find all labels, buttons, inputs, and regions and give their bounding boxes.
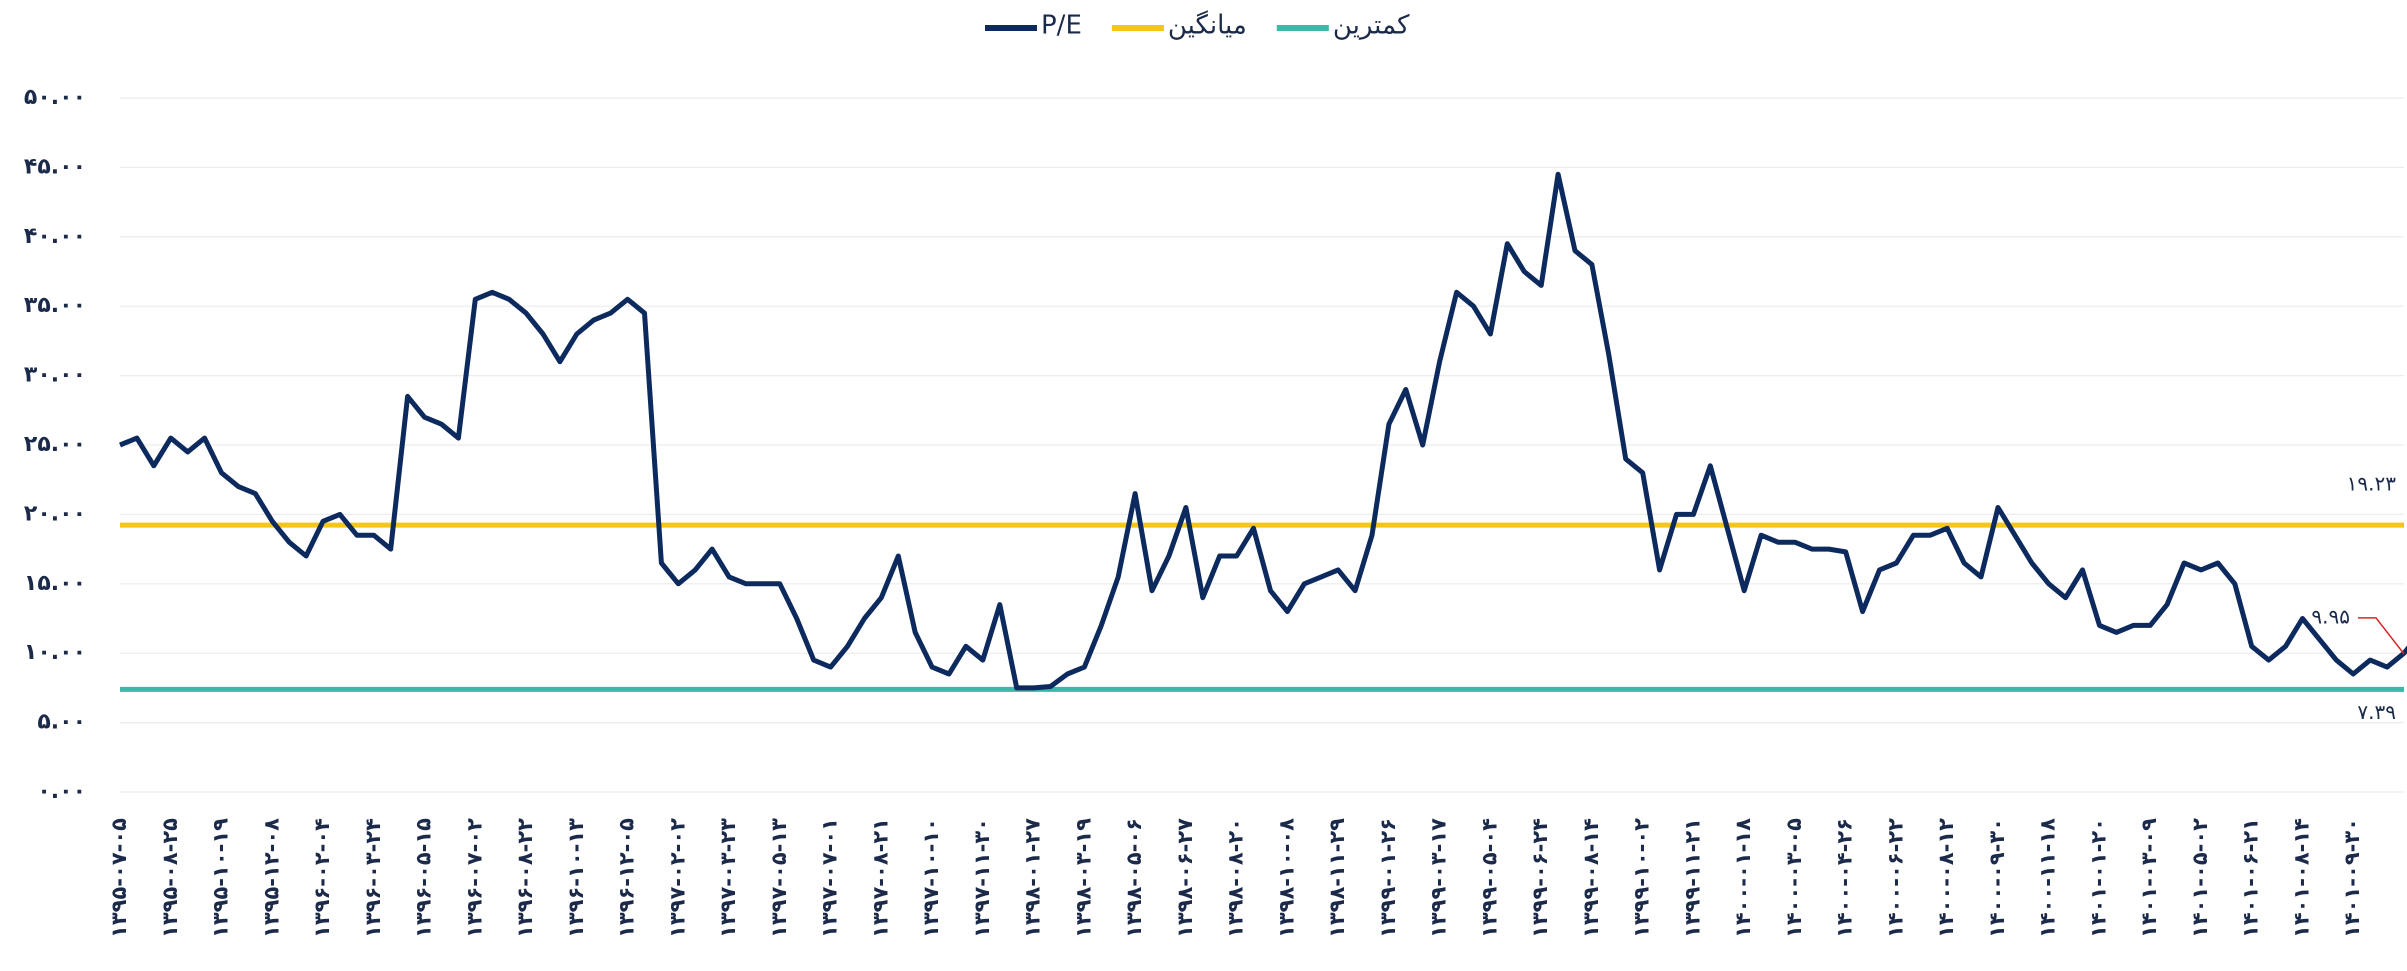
- grid: [120, 97, 2404, 793]
- series-line: [119, 171, 2407, 691]
- x-tick-label: ۱۳۹۷-۰۳-۲۳: [716, 818, 740, 938]
- x-tick-label: ۱۳۹۹-۰۳-۱۷: [1427, 818, 1451, 938]
- x-tick-label: ۱۳۹۶-۰۲-۰۴: [310, 818, 334, 938]
- x-tick-label: ۱۴۰۰-۰۹-۳۰: [1985, 818, 2009, 938]
- x-tick-label: ۱۴۰۱-۰۵-۰۲: [2188, 818, 2212, 938]
- y-tick-label: ۱۰.۰۰: [24, 640, 86, 665]
- x-tick-label: ۱۳۹۵-۱۲-۰۸: [259, 818, 283, 938]
- lines: [119, 171, 2407, 691]
- x-tick-label: ۱۳۹۷-۰۷-۰۱: [818, 818, 842, 938]
- x-tick-label: ۱۳۹۶-۰۵-۱۵: [412, 818, 436, 938]
- y-tick-label: ۰.۰۰: [37, 779, 86, 804]
- x-tick-label: ۱۳۹۹-۱۰-۰۲: [1630, 818, 1654, 938]
- legend-label: P/E: [1041, 11, 1082, 41]
- x-tick-label: ۱۳۹۷-۱۰-۱۰: [919, 818, 943, 938]
- labels: ۰.۰۰ ۵.۰۰ ۱۰.۰۰ ۱۵.۰۰ ۲۰.۰۰ ۲۵.۰۰ ۳۰.۰۰ ۳۵.۰۰ ۴۰…: [24, 85, 2405, 938]
- x-tick-label: ۱۳۹۸-۰۸-۲۰: [1224, 818, 1248, 938]
- x-tick-label: ۱۴۰۰-۱۱-۱۸: [2036, 818, 2060, 938]
- x-tick-label: ۱۳۹۹-۰۸-۱۴: [1579, 818, 1603, 938]
- x-tick-label: ۱۴۰۰-۰۳-۰۵: [1782, 818, 1806, 938]
- y-tick-label: ۵۰.۰۰: [24, 85, 86, 110]
- x-tick-label: ۱۴۰۱-۰۸-۱۴: [2289, 818, 2313, 938]
- reference-label: ۱۹.۲۳: [2347, 472, 2397, 496]
- x-tick-label: ۱۳۹۶-۰۷-۰۲: [462, 818, 486, 938]
- x-tick-label: ۱۳۹۹-۰۶-۲۴: [1528, 818, 1552, 938]
- x-tick-label: ۱۳۹۵-۰۷-۰۵: [107, 818, 131, 938]
- legend-label: میانگین: [1168, 10, 1247, 41]
- last-value-leader: [2358, 617, 2405, 655]
- y-tick-label: ۲۰.۰۰: [24, 501, 86, 526]
- x-tick-label: ۱۳۹۸-۱۱-۲۹: [1325, 818, 1349, 938]
- x-tick-label: ۱۳۹۸-۱۰-۰۸: [1274, 818, 1298, 938]
- y-tick-label: ۵.۰۰: [37, 710, 86, 735]
- x-tick-label: ۱۳۹۹-۰۱-۲۶: [1376, 818, 1400, 938]
- last-value-label: ۹.۹۵: [2311, 604, 2350, 628]
- x-tick-label: ۱۳۹۵-۱۰-۱۹: [209, 818, 233, 938]
- y-tick-label: ۴۵.۰۰: [24, 154, 86, 179]
- x-tick-label: ۱۴۰۰-۰۴-۲۶: [1833, 818, 1857, 938]
- reference-lines: [120, 522, 2404, 692]
- x-tick-label: ۱۳۹۸-۰۳-۱۹: [1071, 818, 1095, 938]
- x-tick-label: ۱۳۹۶-۰۳-۲۴: [361, 818, 385, 938]
- y-tick-label: ۲۵.۰۰: [24, 432, 86, 457]
- x-tick-label: ۱۳۹۵-۰۸-۲۵: [158, 818, 182, 938]
- x-tick-label: ۱۳۹۹-۱۱-۲۱: [1680, 818, 1704, 938]
- x-tick-label: ۱۴۰۱-۰۳-۰۹: [2137, 818, 2161, 938]
- x-tick-label: ۱۴۰۱-۰۱-۲۰: [2086, 818, 2110, 938]
- legend-label: کمترین: [1333, 11, 1410, 41]
- x-tick-label: ۱۴۰۰-۰۶-۲۲: [1883, 818, 1907, 938]
- x-tick-label: ۱۴۰۱-۰۹-۳۰: [2340, 818, 2364, 938]
- y-tick-label: ۴۰.۰۰: [24, 224, 86, 249]
- y-tick-label: ۱۵.۰۰: [24, 571, 86, 596]
- x-tick-label: ۱۳۹۶-۱۲-۰۵: [615, 818, 639, 938]
- x-tick-label: ۱۳۹۷-۰۲-۰۲: [665, 818, 689, 938]
- x-tick-label: ۱۳۹۸-۰۵-۰۶: [1122, 818, 1146, 938]
- x-tick-label: ۱۳۹۹-۰۵-۰۴: [1477, 818, 1501, 938]
- x-tick-label: ۱۳۹۶-۰۸-۲۲: [513, 818, 537, 938]
- x-tick-label: ۱۴۰۰-۰۱-۱۸: [1731, 818, 1755, 938]
- x-tick-label: ۱۳۹۷-۰۵-۱۳: [767, 818, 791, 938]
- legend: P/E میانگین کمترین: [985, 10, 1410, 41]
- x-tick-label: ۱۳۹۷-۱۱-۳۰: [970, 818, 994, 938]
- y-tick-label: ۳۰.۰۰: [24, 363, 86, 388]
- reference-label: ۷.۳۹: [2357, 700, 2396, 724]
- x-tick-label: ۱۳۹۸-۰۱-۲۷: [1021, 818, 1045, 938]
- y-tick-label: ۳۵.۰۰: [24, 293, 86, 318]
- x-tick-label: ۱۴۰۰-۰۸-۱۲: [1934, 818, 1958, 938]
- x-tick-label: ۱۳۹۶-۱۰-۱۳: [564, 818, 588, 938]
- x-tick-label: ۱۳۹۷-۰۸-۲۱: [868, 818, 892, 938]
- x-tick-label: ۱۳۹۸-۰۶-۲۷: [1173, 818, 1197, 938]
- x-tick-label: ۱۴۰۱-۰۶-۲۱: [2239, 818, 2263, 938]
